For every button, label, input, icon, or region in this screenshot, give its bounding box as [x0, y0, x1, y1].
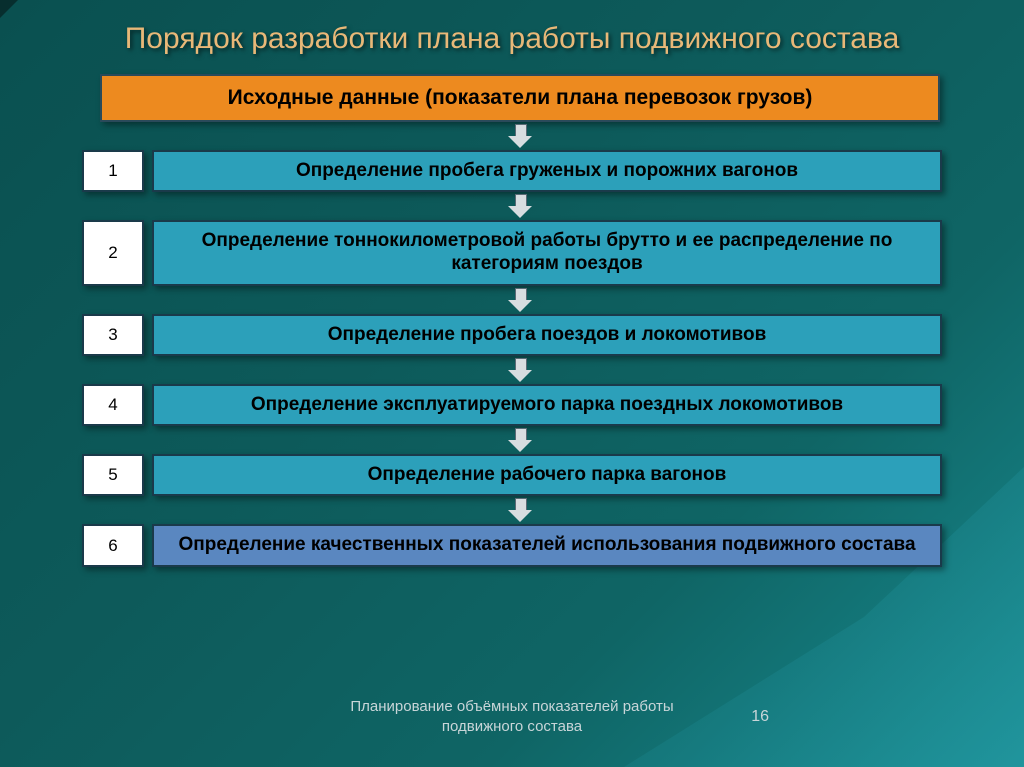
step-number-5: 5: [82, 454, 144, 496]
slide-title: Порядок разработки плана работы подвижно…: [0, 0, 1024, 74]
page-number: 16: [751, 708, 769, 726]
step-box-3: Определение пробега поездов и локомотиво…: [152, 314, 942, 356]
arrow-down-icon: [505, 194, 535, 218]
step-row-4: 4Определение эксплуатируемого парка поез…: [82, 384, 942, 427]
step-box-5: Определение рабочего парка вагонов: [152, 454, 942, 496]
corner-decoration: [0, 0, 18, 18]
step-number-2: 2: [82, 220, 144, 286]
step-number-1: 1: [82, 150, 144, 192]
arrow-2: [100, 192, 940, 220]
step-box-2: Определение тоннокилометровой работы бру…: [152, 220, 942, 286]
arrow-6: [100, 496, 940, 524]
step-number-4: 4: [82, 384, 144, 427]
arrow-down-icon: [505, 288, 535, 312]
arrow-4: [100, 356, 940, 384]
step-row-1: 1Определение пробега груженых и порожних…: [82, 150, 942, 192]
step-number-6: 6: [82, 524, 144, 567]
step-row-6: 6Определение качественных показателей ис…: [82, 524, 942, 567]
step-box-6: Определение качественных показателей исп…: [152, 524, 942, 567]
step-box-1: Определение пробега груженых и порожних …: [152, 150, 942, 192]
footer-text: Планирование объёмных показателей работы…: [342, 697, 682, 738]
step-row-5: 5Определение рабочего парка вагонов: [82, 454, 942, 496]
arrow-down-icon: [505, 498, 535, 522]
step-box-4: Определение эксплуатируемого парка поезд…: [152, 384, 942, 427]
arrow-down-icon: [505, 358, 535, 382]
header-box: Исходные данные (показатели плана перево…: [100, 74, 940, 122]
step-row-2: 2Определение тоннокилометровой работы бр…: [82, 220, 942, 286]
footer: Планирование объёмных показателей работы…: [0, 697, 1024, 738]
step-number-3: 3: [82, 314, 144, 356]
arrow-3: [100, 286, 940, 314]
arrow-1: [100, 122, 940, 150]
arrow-5: [100, 426, 940, 454]
flowchart: Исходные данные (показатели плана перево…: [82, 74, 942, 567]
arrow-down-icon: [505, 428, 535, 452]
step-row-3: 3Определение пробега поездов и локомотив…: [82, 314, 942, 356]
arrow-down-icon: [505, 124, 535, 148]
